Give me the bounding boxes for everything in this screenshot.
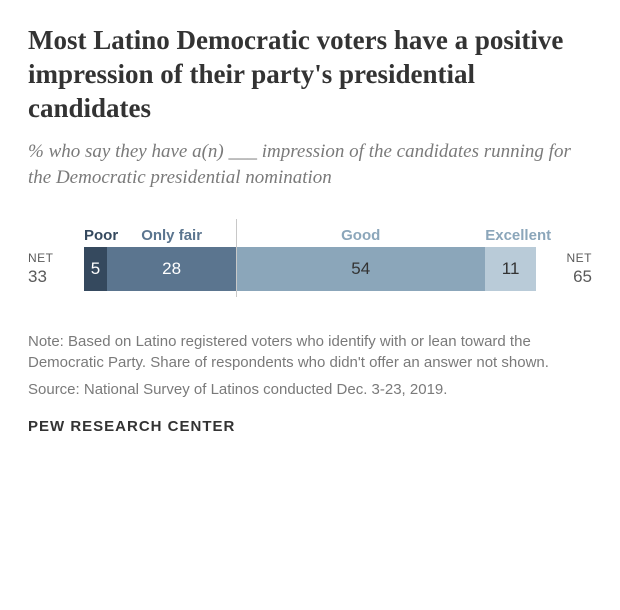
net-right-header: NET — [536, 251, 592, 265]
bar-row: NET 33 5 28 54 11 NET 65 — [28, 247, 592, 291]
net-left-value: 33 — [28, 267, 84, 287]
label-track: Poor Only fair Good Excellent — [84, 227, 536, 244]
footer-attribution: PEW RESEARCH CENTER — [28, 418, 592, 435]
segment-1: 28 — [107, 247, 236, 291]
net-left-column: NET 33 — [28, 251, 84, 287]
segment-label-2: Good — [236, 227, 485, 244]
segment-2: 54 — [236, 247, 485, 291]
segment-label-0: Poor — [84, 227, 107, 244]
center-divider — [236, 219, 237, 297]
segment-label-3: Excellent — [485, 227, 536, 244]
segment-labels-row: Poor Only fair Good Excellent — [28, 227, 592, 244]
segment-label-1: Only fair — [107, 227, 236, 244]
segment-0: 5 — [84, 247, 107, 291]
net-right-column: NET 65 — [536, 251, 592, 287]
bar-track: 5 28 54 11 — [84, 247, 536, 291]
net-left-header: NET — [28, 251, 84, 265]
net-right-value: 65 — [536, 267, 592, 287]
chart-note: Note: Based on Latino registered voters … — [28, 331, 592, 373]
chart-source: Source: National Survey of Latinos condu… — [28, 379, 592, 400]
chart-title: Most Latino Democratic voters have a pos… — [28, 24, 592, 125]
segment-3: 11 — [485, 247, 536, 291]
chart-container: Poor Only fair Good Excellent NET 33 5 2… — [28, 227, 592, 291]
chart-subtitle: % who say they have a(n) ___ impression … — [28, 139, 592, 190]
